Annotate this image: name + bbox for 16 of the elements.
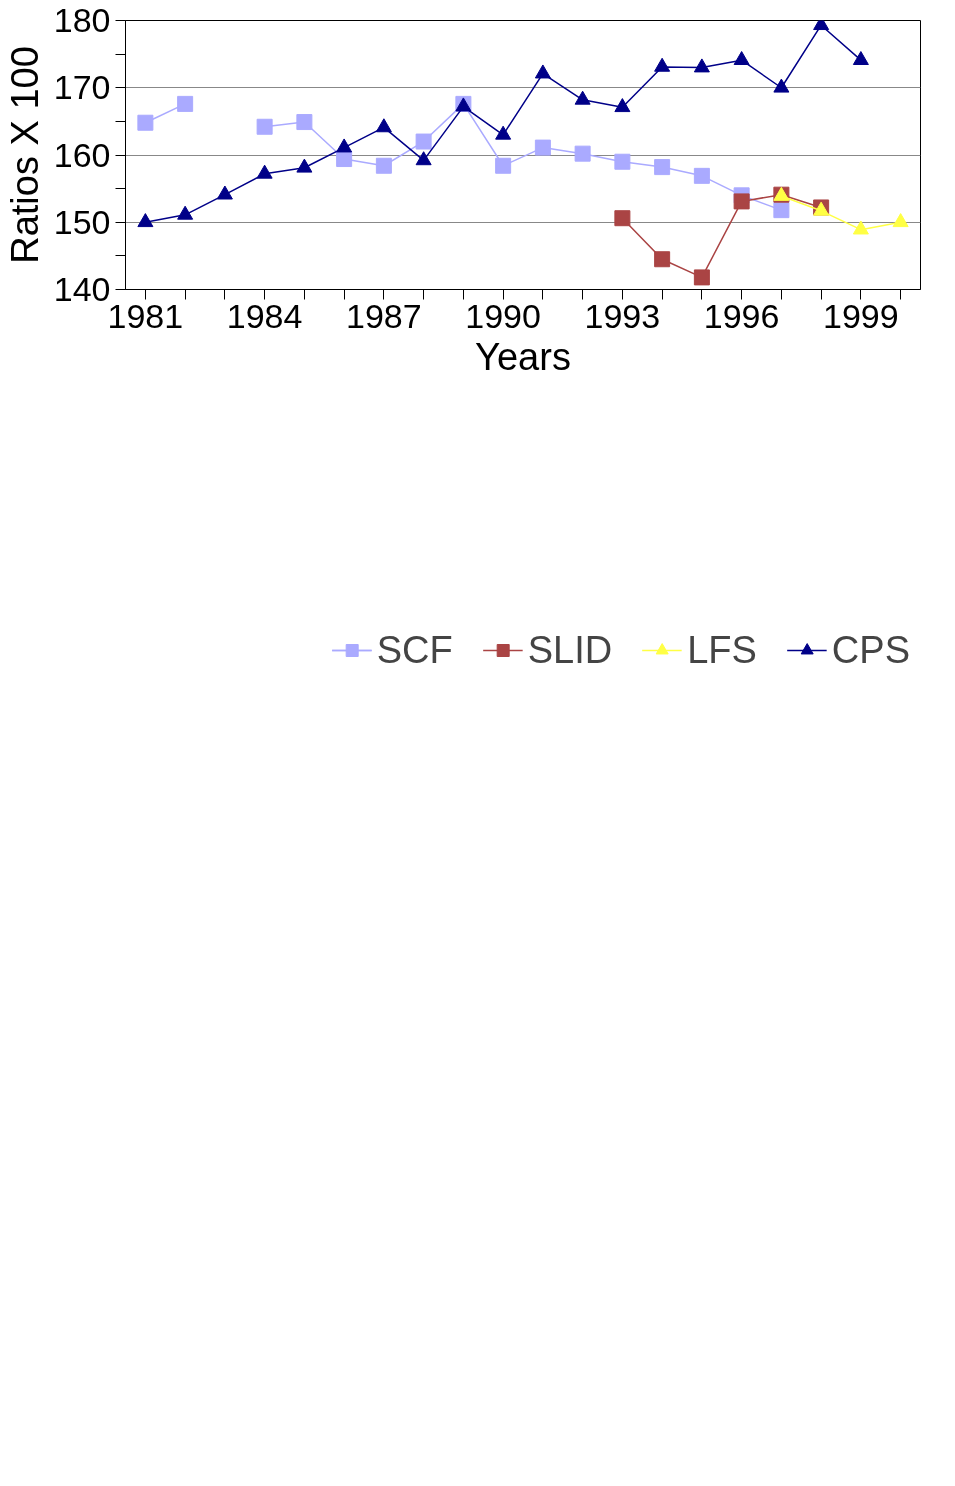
x-tick-label: 1987 — [346, 296, 422, 335]
y-axis-title: Ratios X 100 — [3, 46, 46, 264]
y-tick-label: 150 — [53, 202, 111, 241]
legend-label: LFS — [687, 628, 757, 672]
legend-label: SCF — [376, 628, 453, 672]
x-tick-label: 1993 — [584, 296, 661, 335]
x-tick-label: 1990 — [465, 296, 541, 335]
y-tick-label: 170 — [53, 68, 111, 107]
x-tick-label: 1996 — [703, 296, 780, 335]
x-tick-label: 1984 — [226, 296, 303, 335]
y-tick-label: 180 — [53, 1, 111, 39]
x-axis-title: Years — [475, 335, 571, 378]
y-tick-label: 160 — [53, 135, 111, 174]
x-tick-label: 1999 — [823, 296, 899, 335]
legend-label: SLID — [527, 628, 613, 672]
legend-label: CPS — [831, 628, 910, 672]
